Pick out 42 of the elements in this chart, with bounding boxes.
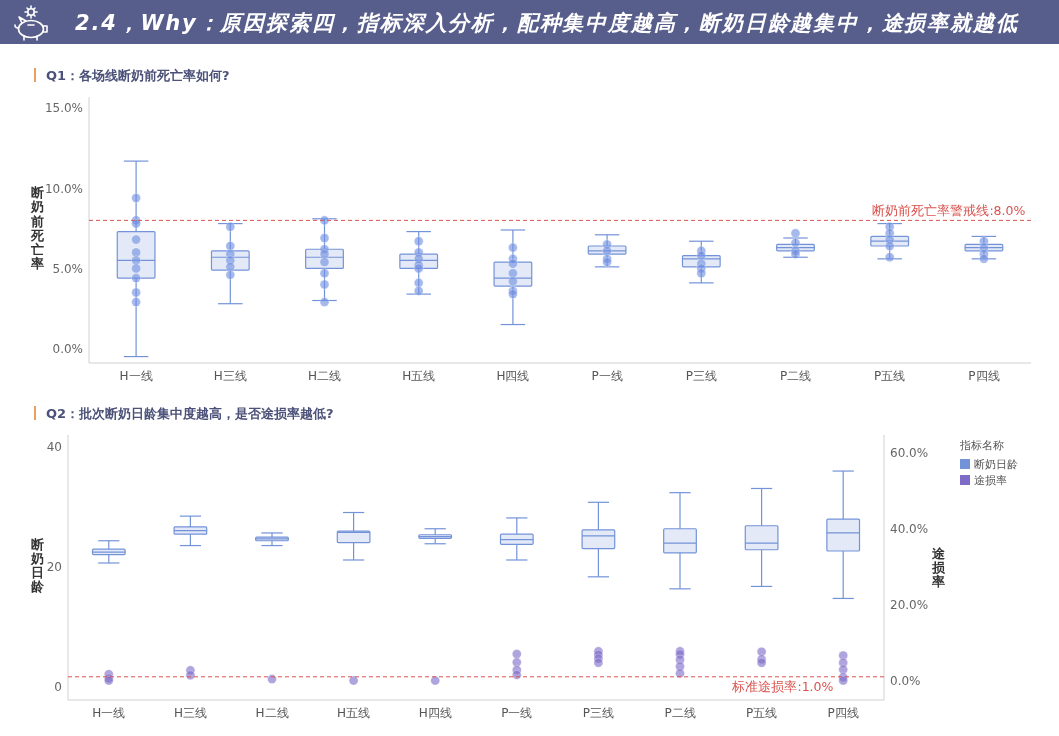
x-tick-label: H二线 (255, 706, 289, 720)
x-tick-label: P四线 (827, 706, 859, 720)
x-tick-label: H五线 (337, 706, 371, 720)
y-tick-label: 0 (54, 679, 62, 694)
ref-line-label: 标准途损率:1.0% (731, 678, 834, 694)
x-tick-label: H三线 (173, 706, 207, 720)
x-tick-label: H四线 (496, 369, 530, 383)
chart-title: 2.4，Why：原因探索四，指标深入分析，配种集中度越高，断奶日龄越集中，途损率就越低 (75, 11, 1019, 35)
x-tick-label: H四线 (418, 706, 452, 720)
y-axis-title: 断奶日龄 (29, 536, 45, 595)
chart-title: Q2：批次断奶日龄集中度越高，是否途损率越低? (46, 406, 334, 421)
y2-tick-label: 40.0% (890, 521, 929, 536)
x-tick-label: P二线 (779, 369, 812, 383)
legend-title: 指标名称 (959, 439, 1004, 452)
y2-tick-label: 0.0% (890, 673, 921, 688)
x-tick-label: H三线 (213, 369, 247, 383)
x-tick-label: P五线 (745, 706, 778, 720)
y2-axis-title: 途损率 (930, 546, 946, 590)
y-tick-label: 10.0% (44, 181, 83, 196)
x-tick-label: P一线 (501, 706, 533, 720)
y2-tick-label: 60.0% (890, 445, 929, 460)
legend-label: 途损率 (974, 474, 1007, 487)
y-tick-label: 40 (46, 439, 62, 454)
x-tick-label: P二线 (664, 706, 696, 720)
x-tick-label: H五线 (402, 369, 436, 383)
x-tick-label: H一线 (92, 706, 126, 720)
y-axis-title: 断奶前死亡率 (29, 185, 45, 271)
legend-label: 断奶日龄 (974, 458, 1018, 471)
y-tick-label: 5.0% (52, 261, 83, 276)
y2-tick-label: 20.0% (890, 597, 929, 612)
x-tick-label: P五线 (874, 369, 906, 383)
x-tick-label: H二线 (307, 369, 342, 383)
y-tick-label: 15.0% (44, 101, 83, 116)
y-tick-label: 0.0% (52, 341, 83, 356)
x-tick-label: P四线 (968, 369, 1000, 383)
x-tick-label: P三线 (685, 369, 717, 383)
x-tick-label: P三线 (582, 706, 615, 720)
y-tick-label: 20 (46, 559, 62, 574)
ref-line-label: 断奶前死亡率警戒线:8.0% (872, 203, 1026, 219)
chart-subtitle: Q1：各场线断奶前死亡率如何? (46, 68, 230, 83)
x-tick-label: P一线 (591, 369, 623, 383)
x-tick-label: H一线 (119, 369, 153, 383)
